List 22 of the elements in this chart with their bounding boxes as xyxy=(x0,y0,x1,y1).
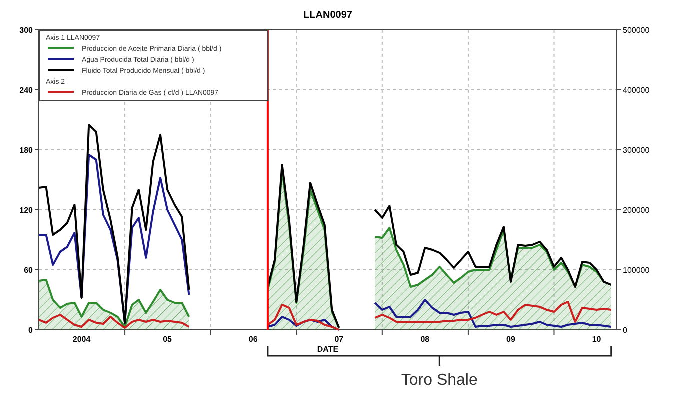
y2-tick-label: 300000 xyxy=(623,146,650,155)
x-tick-label: 06 xyxy=(248,335,258,344)
y2-tick-label: 100000 xyxy=(623,266,650,275)
y-tick-label: 0 xyxy=(28,326,34,335)
text: Toro Shale xyxy=(401,372,478,389)
x-axis-title: DATE xyxy=(317,345,340,354)
x-tick-label: 05 xyxy=(163,335,173,344)
chart-title: LLAN0097 xyxy=(304,10,353,21)
y-tick-label: 180 xyxy=(20,146,34,155)
x-tick-label: 2004 xyxy=(72,335,92,344)
y2-tick-label: 200000 xyxy=(623,206,650,215)
y2-tick-label: 0 xyxy=(623,326,628,335)
y-tick-label: 60 xyxy=(24,266,34,275)
y2-tick-label: 400000 xyxy=(623,86,650,95)
y2-tick-label: 500000 xyxy=(623,26,650,35)
y-tick-label: 300 xyxy=(20,26,34,35)
y-tick-label: 120 xyxy=(20,206,34,215)
x-tick-label: 09 xyxy=(506,335,516,344)
x-tick-label: 10 xyxy=(592,335,602,344)
y-tick-label: 240 xyxy=(20,86,34,95)
x-tick-label: 08 xyxy=(420,335,430,344)
x-tick-label: 07 xyxy=(334,335,344,344)
